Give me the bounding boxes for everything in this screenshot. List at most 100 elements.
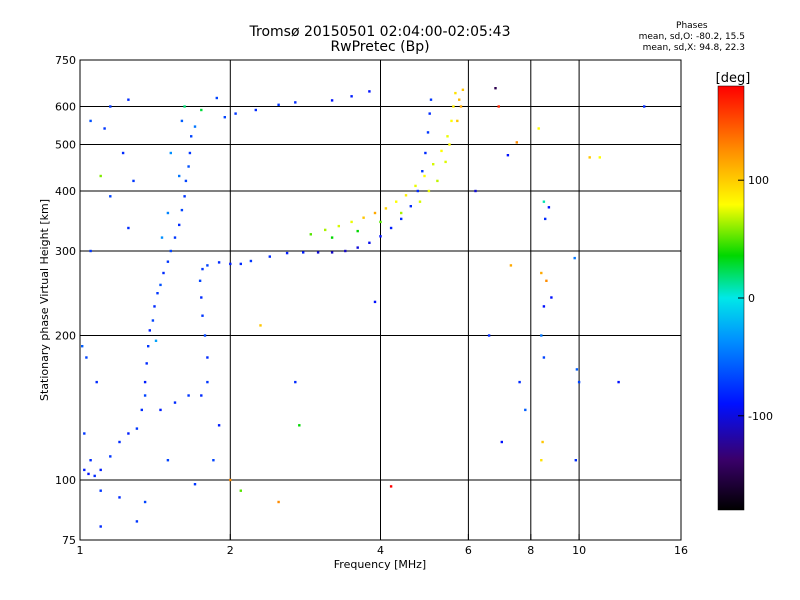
data-point [223, 116, 226, 119]
data-point [427, 189, 431, 193]
data-point [187, 394, 190, 397]
data-point [127, 98, 130, 101]
data-point [203, 334, 207, 337]
data-point [497, 105, 500, 108]
data-point [166, 459, 170, 462]
data-point [298, 424, 301, 427]
data-point [151, 319, 155, 322]
colorbar-tick-label: 100 [748, 174, 769, 187]
data-point [573, 256, 576, 260]
y-tick-label: 600 [55, 101, 76, 114]
data-point [509, 264, 513, 267]
data-point [450, 119, 453, 123]
y-tick-label: 75 [62, 534, 76, 547]
x-tick-label: 2 [227, 544, 234, 557]
data-point [350, 220, 353, 224]
data-point [99, 174, 102, 178]
data-point [368, 90, 371, 93]
data-point [395, 200, 398, 203]
data-point [162, 271, 165, 275]
colorbar: [deg] 100 0 -100 [716, 71, 773, 511]
data-point [350, 95, 353, 98]
phase-stats-heading: Phases [676, 21, 708, 31]
data-point [143, 394, 147, 397]
data-point [515, 141, 518, 144]
data-point [234, 112, 237, 115]
data-point [183, 105, 186, 108]
data-point [147, 345, 150, 348]
data-point [379, 220, 382, 224]
data-point [229, 262, 232, 266]
data-point [316, 251, 320, 254]
x-axis-label: Frequency [MHz] [334, 558, 426, 571]
data-point [373, 300, 377, 304]
series-scattered-echoes [81, 87, 646, 528]
data-point [143, 380, 147, 384]
data-point [541, 440, 544, 444]
data-point [500, 440, 503, 444]
data-point [109, 195, 112, 198]
series-x-mode-trace [309, 88, 465, 239]
data-point [99, 489, 102, 492]
data-point [148, 329, 151, 332]
y-tick-label: 100 [55, 474, 76, 487]
data-point [187, 165, 190, 168]
data-point [432, 163, 435, 166]
data-point [217, 261, 221, 264]
data-point [159, 283, 162, 287]
data-point [277, 500, 280, 504]
data-point [452, 105, 455, 108]
data-point [456, 119, 459, 123]
data-point [537, 127, 540, 130]
data-point [424, 151, 427, 155]
data-point [127, 226, 130, 230]
data-point [574, 459, 577, 462]
data-point [81, 345, 84, 348]
data-point [200, 296, 203, 299]
phase-stats-o: mean, sd,O: -80.2, 15.5 [638, 32, 745, 42]
data-point [458, 98, 461, 101]
data-point [83, 468, 86, 472]
x-tick-label: 10 [572, 544, 586, 557]
data-point [193, 483, 197, 486]
data-point [448, 143, 451, 146]
data-point [277, 103, 280, 106]
data-point [109, 105, 112, 108]
data-point [542, 200, 546, 203]
data-point [118, 440, 121, 444]
data-point [154, 339, 158, 342]
data-point [153, 305, 156, 308]
data-point [135, 427, 139, 430]
data-point [542, 356, 546, 359]
data-point [140, 408, 143, 412]
data-point [85, 356, 88, 359]
data-point [550, 296, 553, 299]
data-point [254, 108, 257, 112]
data-point [215, 96, 218, 100]
x-tick-label: 16 [674, 544, 688, 557]
data-point [540, 334, 543, 337]
data-point [518, 380, 521, 384]
data-point [132, 179, 135, 183]
data-point [239, 262, 242, 266]
data-point [229, 478, 232, 482]
chart-subtitle: RwPretec (Bp) [330, 39, 430, 55]
data-point [384, 207, 388, 210]
y-tick-label: 300 [55, 245, 76, 258]
y-tick-label: 200 [55, 330, 76, 343]
data-point [190, 135, 193, 138]
data-point [389, 226, 393, 230]
data-point [127, 432, 130, 435]
data-point [330, 236, 334, 239]
data-point [454, 91, 457, 95]
data-point [444, 160, 447, 164]
data-point [206, 380, 209, 384]
y-axis: 75 100 200 300 400 500 600 750 [55, 54, 86, 547]
data-point [145, 362, 148, 365]
data-point [436, 179, 439, 183]
data-point [143, 500, 147, 504]
data-point [494, 87, 497, 90]
data-point [302, 251, 305, 254]
data-point [200, 394, 203, 397]
data-point [459, 105, 463, 108]
